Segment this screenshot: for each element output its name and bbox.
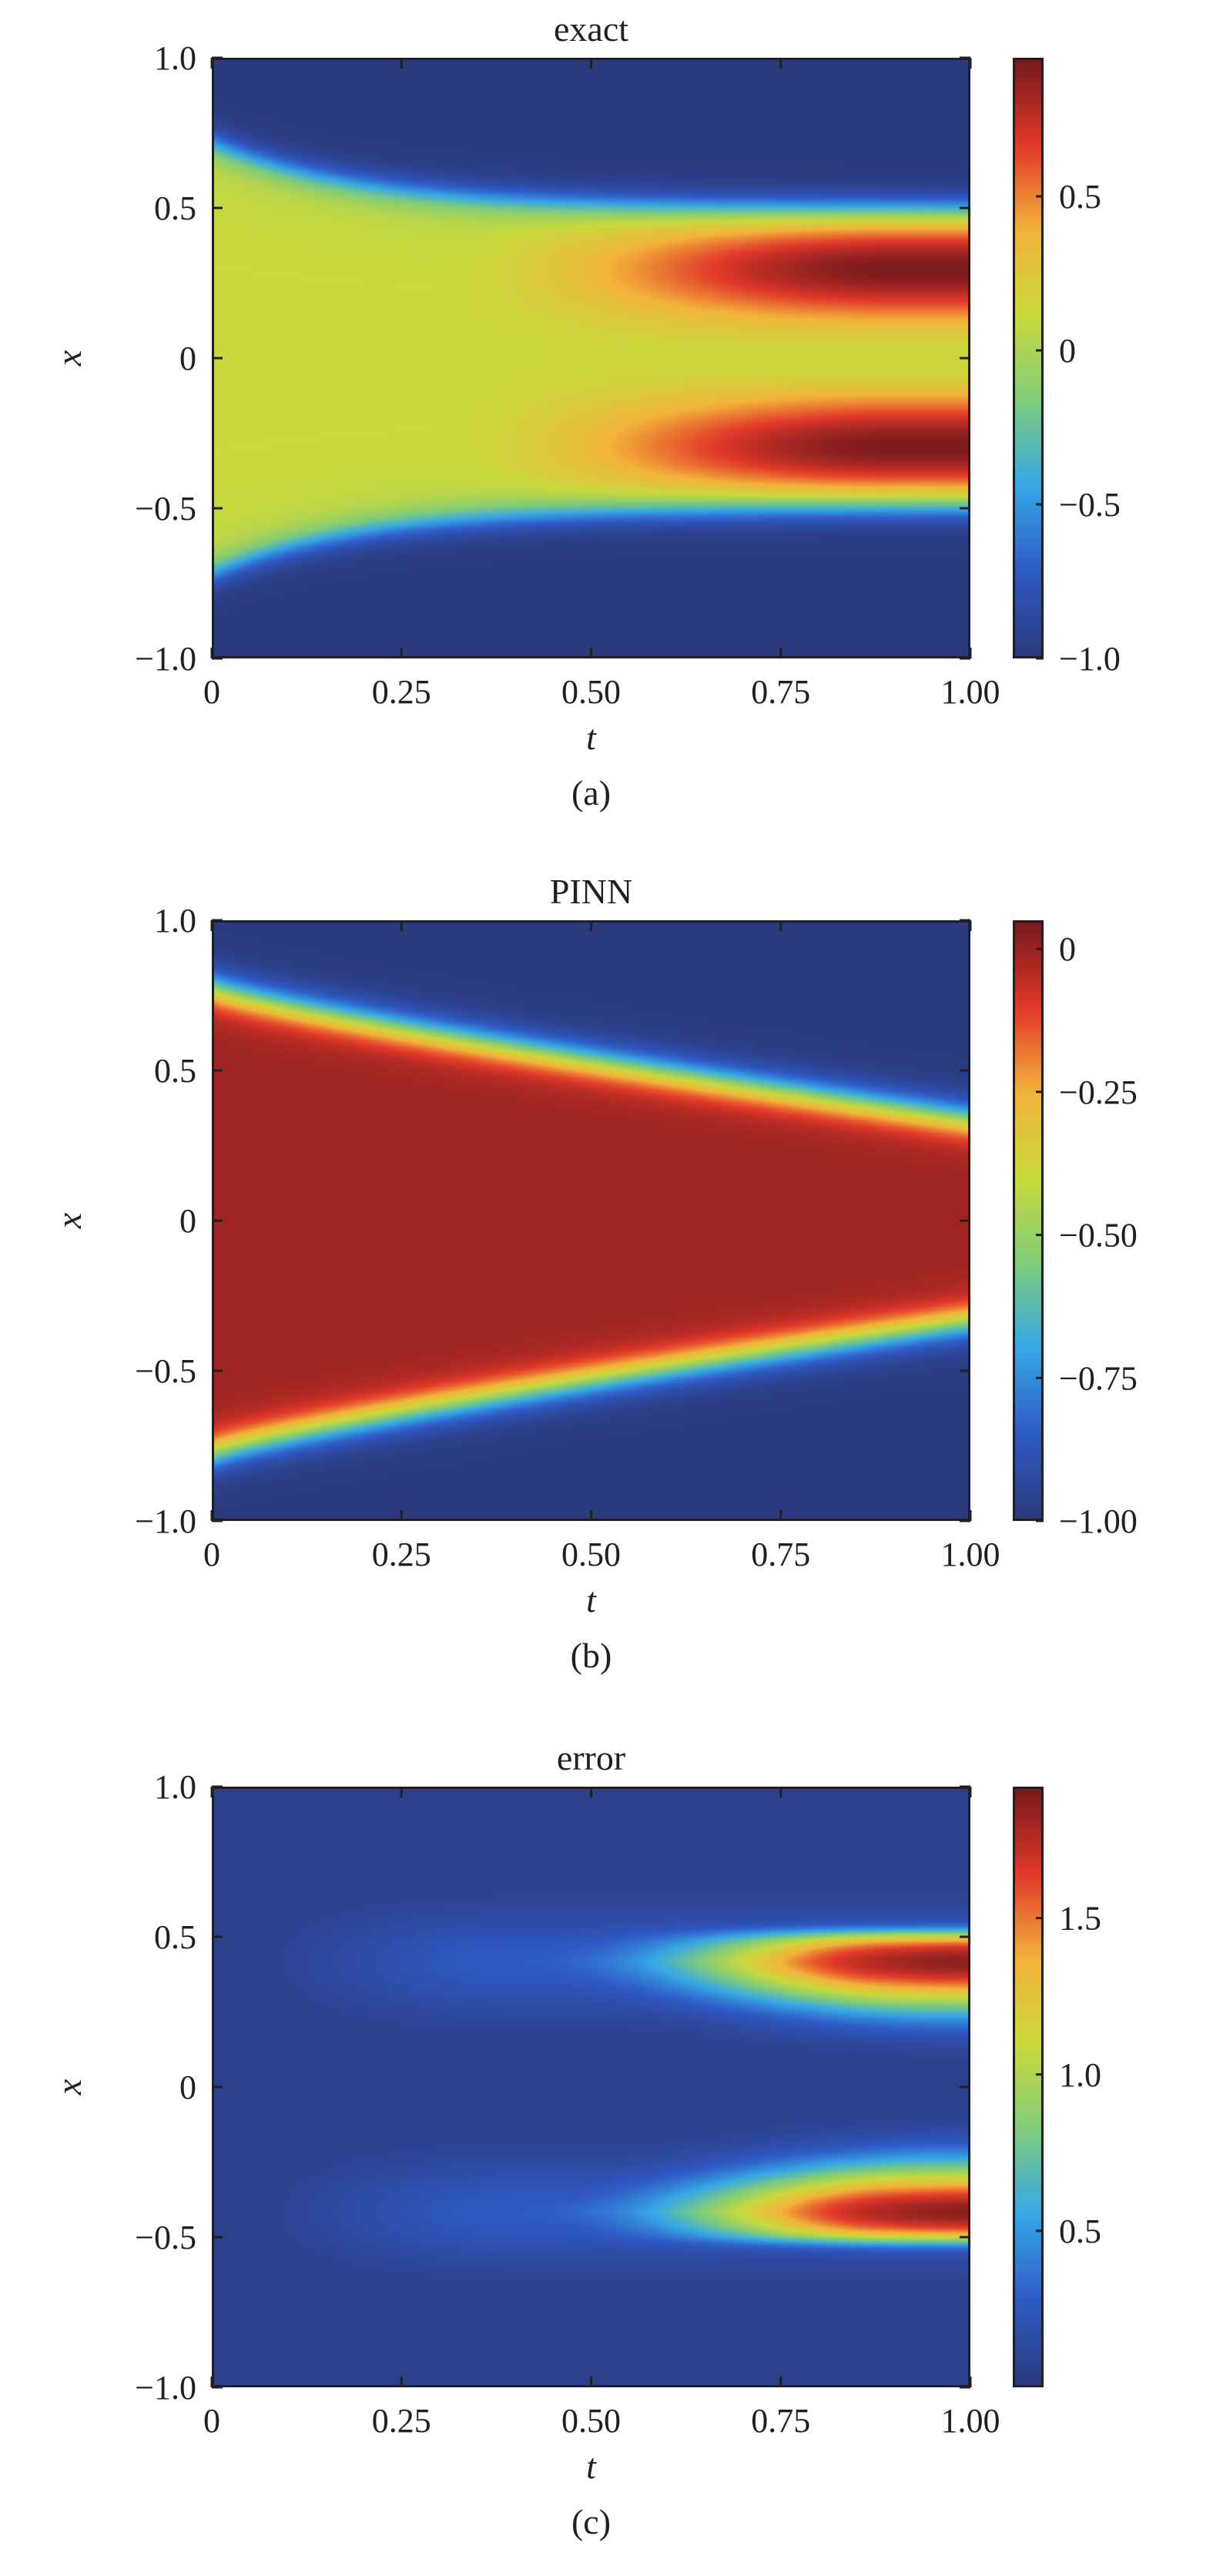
x-tick-label: 0.75 [751, 673, 810, 711]
colorbar-tick-label: 0 [1059, 332, 1076, 370]
x-tick-label: 0.25 [372, 2402, 431, 2440]
heatmap-panel-error: error 0 0.25 0.50 0.75 1.00 1.0 0.5 0 −0.5 −1.0 t x 1… [0, 1729, 1213, 2576]
colorbar-tick-label: 1.5 [1059, 1900, 1101, 1938]
y-tick-label: 0 [179, 1202, 196, 1240]
x-tick-label: 0.50 [561, 1536, 621, 1573]
colorbar [1013, 1787, 1044, 2387]
colorbar-gradient [1015, 923, 1041, 1519]
colorbar [1013, 920, 1044, 1521]
x-tick-label: 1.00 [941, 1536, 1000, 1573]
chart-title: exact [554, 9, 628, 49]
x-tick-label: 0 [203, 2402, 220, 2440]
y-axis-label: x [49, 2079, 89, 2095]
panel-caption: (c) [571, 2502, 611, 2541]
panel-caption: (b) [571, 1636, 612, 1675]
colorbar-tick-label: −0.75 [1059, 1359, 1138, 1397]
y-tick-label: 0.5 [154, 1052, 196, 1090]
chart-title: error [557, 1738, 625, 1777]
heatmap-panel-exact: exact 0 0.25 0.50 0.75 1.00 1.0 0.5 0 −0.5 −1.0 t x 0… [0, 0, 1213, 847]
x-tick-label: 0.25 [372, 673, 431, 711]
panel-caption: (a) [571, 773, 611, 812]
y-axis-label: x [49, 1212, 89, 1229]
colorbar-tick-label: 0.5 [1059, 2213, 1101, 2250]
y-tick-label: 0.5 [154, 189, 196, 227]
y-tick-label: −0.5 [135, 490, 196, 528]
y-tick-label: −0.5 [135, 2219, 196, 2256]
colorbar-tick-label: 0.5 [1059, 178, 1101, 216]
colorbar-tick-label: −0.50 [1059, 1217, 1138, 1255]
x-tick-label: 0 [203, 1536, 220, 1573]
x-tick-label: 0.75 [751, 2402, 810, 2440]
colorbar-tick-label: 0 [1059, 930, 1076, 968]
x-tick-label: 0 [203, 673, 220, 711]
colorbar-gradient [1015, 60, 1041, 656]
colorbar-tick-label: −1.00 [1059, 1502, 1138, 1540]
y-tick-label: 0 [179, 2069, 196, 2106]
x-tick-label: 1.00 [941, 2402, 1000, 2440]
plot-area [212, 1787, 970, 2387]
colorbar-tick-label: −0.25 [1059, 1074, 1138, 1111]
colorbar-tick-label: 1.0 [1059, 2056, 1101, 2094]
chart-title: PINN [550, 872, 632, 911]
y-tick-label: −1.0 [135, 640, 196, 678]
x-tick-label: 0.50 [561, 673, 621, 711]
x-axis-label: t [586, 2447, 597, 2486]
heatmap-panel-pinn: PINN 0 0.25 0.50 0.75 1.00 1.0 0.5 0 −0.5 −1.0 t x 0−… [0, 863, 1213, 1710]
heatmap-field [214, 1789, 968, 2385]
heatmap-field [214, 60, 968, 656]
y-tick-label: 1.0 [154, 1768, 196, 1806]
colorbar-tick-label: −0.5 [1059, 486, 1121, 524]
x-tick-label: 1.00 [941, 673, 1000, 711]
y-tick-label: −1.0 [135, 2369, 196, 2407]
plot-area [212, 58, 970, 658]
y-axis-label: x [49, 350, 89, 367]
x-axis-label: t [586, 718, 597, 757]
y-tick-label: 1.0 [154, 902, 196, 940]
y-tick-label: 0.5 [154, 1918, 196, 1956]
colorbar [1013, 58, 1044, 658]
y-tick-label: −1.0 [135, 1502, 196, 1540]
y-tick-label: 0 [179, 340, 196, 377]
x-axis-label: t [586, 1580, 597, 1620]
x-tick-label: 0.25 [372, 1536, 431, 1573]
heatmap-field [214, 923, 968, 1519]
colorbar-gradient [1015, 1789, 1041, 2385]
y-tick-label: 1.0 [154, 39, 196, 77]
x-tick-label: 0.75 [751, 1536, 810, 1573]
colorbar-tick-label: −1.0 [1059, 640, 1121, 678]
x-tick-label: 0.50 [561, 2402, 621, 2440]
y-tick-label: −0.5 [135, 1352, 196, 1390]
